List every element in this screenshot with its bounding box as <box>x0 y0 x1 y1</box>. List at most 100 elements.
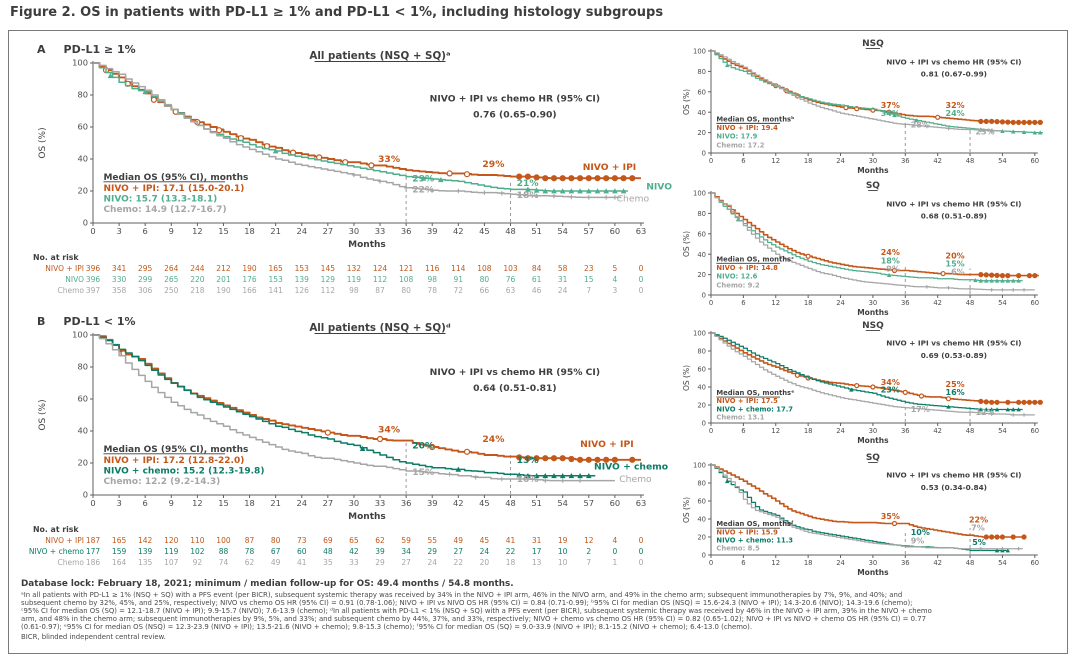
svg-text:100: 100 <box>72 330 88 340</box>
svg-text:129: 129 <box>321 275 336 284</box>
svg-text:42: 42 <box>933 427 942 435</box>
svg-text:24%: 24% <box>946 109 965 118</box>
svg-text:7: 7 <box>586 286 591 295</box>
svg-text:30: 30 <box>869 299 878 307</box>
svg-text:177: 177 <box>86 547 101 556</box>
svg-text:25%: 25% <box>946 380 965 389</box>
km-curve-chemo <box>711 464 1023 551</box>
curve-label-nivo-ipi: NIVO + IPI <box>583 162 637 173</box>
y-axis-label: OS (%) <box>38 399 48 430</box>
y-axis-label: OS (%) <box>682 497 691 523</box>
svg-text:6: 6 <box>143 498 148 508</box>
svg-text:190: 190 <box>216 286 231 295</box>
svg-text:42: 42 <box>453 498 464 508</box>
svg-text:103: 103 <box>503 264 518 273</box>
svg-text:12: 12 <box>584 536 594 545</box>
y-axis-label: OS (%) <box>38 127 48 158</box>
svg-text:22: 22 <box>506 547 516 556</box>
svg-text:NIVO + IPI: 17.5: NIVO + IPI: 17.5 <box>716 397 778 405</box>
timepoint-annotations: 34% 20% 15% 24% 13% 10% <box>378 425 539 486</box>
svg-text:18%: 18% <box>881 256 900 265</box>
svg-text:15: 15 <box>218 498 229 508</box>
svg-text:12%: 12% <box>975 408 994 417</box>
chart-title: SQ <box>866 181 880 191</box>
svg-text:No. at risk: No. at risk <box>33 525 79 534</box>
svg-text:48: 48 <box>505 498 516 508</box>
svg-text:63: 63 <box>506 286 516 295</box>
svg-text:57: 57 <box>584 498 595 508</box>
svg-text:62: 62 <box>245 558 255 567</box>
svg-text:NIVO + IPI: 14.8: NIVO + IPI: 14.8 <box>716 264 778 272</box>
svg-text:10: 10 <box>558 547 568 556</box>
km-curve-chemo <box>711 192 1035 292</box>
svg-text:NIVO + IPI: 19.4: NIVO + IPI: 19.4 <box>716 124 778 132</box>
footnote-line-2: subsequent chemo by 32%, 45%, and 25%, r… <box>21 599 913 607</box>
footnote-line-4: arm, and 48% in the chemo arm; subsequen… <box>21 615 926 623</box>
svg-text:36: 36 <box>901 427 910 435</box>
svg-text:18: 18 <box>804 157 813 165</box>
svg-text:29: 29 <box>427 547 437 556</box>
svg-text:39: 39 <box>427 498 438 508</box>
axes <box>708 463 1038 558</box>
svg-text:54: 54 <box>998 299 1007 307</box>
curve-label-nivo-ipi: NIVO + IPI <box>580 439 634 450</box>
svg-text:139: 139 <box>138 547 153 556</box>
svg-text:40: 40 <box>697 384 706 392</box>
svg-text:60: 60 <box>610 226 621 236</box>
svg-text:48: 48 <box>966 299 975 307</box>
svg-text:33: 33 <box>375 226 386 236</box>
svg-text:60: 60 <box>77 394 88 404</box>
svg-text:0: 0 <box>709 559 713 567</box>
axes <box>708 331 1038 426</box>
svg-text:23%: 23% <box>975 128 994 137</box>
svg-text:9: 9 <box>169 498 174 508</box>
svg-text:67: 67 <box>271 547 281 556</box>
svg-text:37%: 37% <box>881 101 900 110</box>
svg-text:28%: 28% <box>911 121 930 130</box>
svg-text:114: 114 <box>451 264 466 273</box>
svg-text:145: 145 <box>321 264 336 273</box>
svg-text:49: 49 <box>271 558 281 567</box>
svg-text:3: 3 <box>612 286 617 295</box>
svg-text:39: 39 <box>375 547 385 556</box>
svg-text:80: 80 <box>401 286 411 295</box>
svg-text:264: 264 <box>164 264 179 273</box>
svg-text:0: 0 <box>709 299 713 307</box>
km-chart-b-all-patients: 0 20 40 60 80 100 0 3 6 9 12 15 18 21 24 27 30 33 36 39 42 45… <box>29 321 676 573</box>
svg-text:31: 31 <box>532 536 542 545</box>
x-axis-label: Months <box>348 512 386 522</box>
figure-box: A PD-L1 ≥ 1% 0 20 40 60 80 100 0 3 6 9 12 15 18 21 24 27… <box>8 30 1068 654</box>
svg-text:5: 5 <box>612 264 617 273</box>
svg-text:48: 48 <box>966 427 975 435</box>
km-curve-nivo-chemo <box>93 334 596 479</box>
svg-text:40: 40 <box>77 426 88 436</box>
svg-text:58: 58 <box>558 264 568 273</box>
svg-text:0.81 (0.67-0.99): 0.81 (0.67-0.99) <box>921 70 987 79</box>
svg-text:60: 60 <box>77 122 88 132</box>
svg-text:Median OS (95% CI), months: Median OS (95% CI), months <box>103 445 248 455</box>
svg-text:Chemo: 17.2: Chemo: 17.2 <box>716 141 764 149</box>
svg-text:139: 139 <box>295 275 310 284</box>
svg-text:40: 40 <box>77 154 88 164</box>
svg-text:34%: 34% <box>881 378 900 387</box>
svg-text:299: 299 <box>138 275 153 284</box>
svg-text:30: 30 <box>869 427 878 435</box>
panel-a-title: PD-L1 ≥ 1% <box>63 43 136 56</box>
svg-text:NIVO + IPI: 17.1 (15.0-20.1): NIVO + IPI: 17.1 (15.0-20.1) <box>103 184 244 194</box>
svg-text:33: 33 <box>375 498 386 508</box>
km-chart-a-nsq: 0 20 40 60 80 100 0 6 12 18 24 30 36 42 48 54 60 Months OS… <box>681 37 1065 177</box>
svg-text:5%: 5% <box>972 538 986 547</box>
svg-text:Median OS, monthsᵉ: Median OS, monthsᵉ <box>716 389 794 397</box>
svg-text:24: 24 <box>480 547 490 556</box>
svg-text:48: 48 <box>505 226 516 236</box>
svg-text:20: 20 <box>77 186 88 196</box>
svg-text:0.64 (0.51-0.81): 0.64 (0.51-0.81) <box>473 383 556 394</box>
svg-text:0: 0 <box>83 490 88 500</box>
svg-text:18: 18 <box>804 299 813 307</box>
svg-text:30: 30 <box>349 498 360 508</box>
svg-text:22%: 22% <box>412 185 434 196</box>
svg-text:33: 33 <box>349 558 359 567</box>
